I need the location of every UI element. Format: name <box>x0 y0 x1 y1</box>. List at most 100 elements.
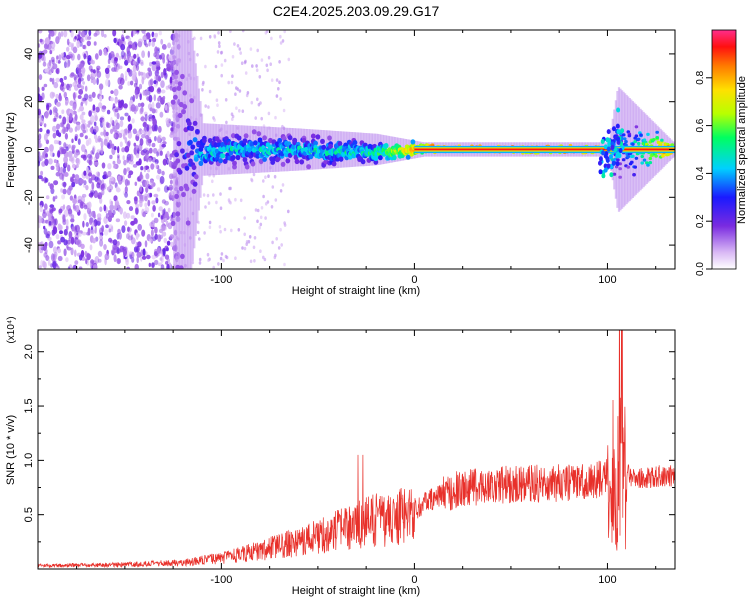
spectrogram-cell <box>84 135 88 140</box>
spectrogram-cell <box>151 63 157 72</box>
spectrogram-cell <box>218 158 224 164</box>
spectrogram-cell <box>52 226 58 235</box>
spectrogram-cell <box>236 44 240 48</box>
spectrogram-cell <box>77 195 83 201</box>
spectrogram-cell <box>192 120 198 126</box>
spectrogram-ytick-label: -20 <box>23 189 35 205</box>
spectrogram-cell <box>149 179 154 186</box>
spectrogram-cell <box>193 156 199 162</box>
spectrogram-cell <box>87 55 92 62</box>
spectrogram-cell <box>229 186 232 191</box>
spectrogram-cell <box>80 123 86 132</box>
spectrogram-cell <box>159 54 162 60</box>
spectrogram-cell <box>287 135 293 141</box>
colorbar-tick-label: 0.6 <box>695 118 706 132</box>
spectrogram-cell <box>75 164 79 169</box>
spectrogram-cell <box>235 154 241 161</box>
spectrogram-cell <box>195 128 200 135</box>
spectrogram-cell <box>212 265 215 269</box>
spectrogram-cell <box>243 246 247 251</box>
spectrogram-cell <box>38 30 43 34</box>
spectrogram-cell <box>148 124 151 130</box>
spectrogram-cell <box>80 243 85 249</box>
spectrogram-cell <box>139 93 142 101</box>
spectrogram-cell <box>220 51 223 55</box>
spectrogram-cell <box>94 256 100 264</box>
spectrogram-cell <box>177 30 180 269</box>
spectrogram-cell <box>642 158 647 162</box>
spectrogram-cell <box>86 74 91 82</box>
spectrogram-cell <box>77 239 82 248</box>
spectrogram-cell <box>137 41 143 48</box>
spectrogram-cell <box>612 126 616 132</box>
spectrogram-cell <box>61 81 65 87</box>
spectrogram-cell <box>142 148 148 153</box>
spectrogram-cell <box>633 140 637 144</box>
spectrogram-cell <box>109 51 115 58</box>
spectrogram-cell <box>238 47 242 51</box>
spectrogram-cell <box>49 204 55 208</box>
spectrogram-cell <box>70 236 75 245</box>
spectrogram-cell <box>239 198 243 203</box>
spectrogram-cell <box>45 195 50 200</box>
spectrogram-cell <box>153 52 157 58</box>
spectrogram-cell <box>81 144 86 153</box>
spectrogram-cell <box>66 187 72 196</box>
spectrogram-cell <box>100 131 104 136</box>
spectrogram-cell <box>81 193 87 198</box>
spectrogram-cell <box>627 134 632 138</box>
spectrogram-cell <box>90 192 94 196</box>
colorbar-ticks: 0.0 0.2 0.4 0.6 0.8 <box>695 70 712 276</box>
spectrogram-cell <box>147 50 150 58</box>
spectrogram-cell <box>89 127 94 133</box>
spectrogram-cell <box>56 166 59 171</box>
spectrogram-cell <box>616 107 621 113</box>
spectrogram-cell <box>180 253 185 259</box>
spectrogram-cell <box>119 120 124 128</box>
spectrogram-cell <box>142 121 147 128</box>
spectrogram-cell <box>216 103 219 107</box>
spectrogram-cell <box>262 179 265 183</box>
spectrogram-cell <box>65 146 69 151</box>
spectrogram-cell <box>43 225 46 230</box>
spectrogram-cell <box>262 255 265 260</box>
spectrogram-cell <box>75 149 80 153</box>
spectrogram-cell <box>259 249 262 253</box>
spectrogram-cell <box>262 156 267 162</box>
spectrogram-cell <box>136 256 139 264</box>
spectrogram-cell <box>652 138 656 142</box>
spectrogram-cell <box>328 143 333 149</box>
spectrogram-cell <box>136 190 140 197</box>
spectrogram-cell <box>621 133 626 137</box>
spectrogram-cell <box>108 237 113 243</box>
spectrogram-cell <box>279 189 283 193</box>
spectrogram-cell <box>123 103 128 109</box>
spectrogram-cell <box>67 164 71 172</box>
spectrogram-cell <box>78 88 84 95</box>
spectrogram-cell <box>141 134 146 139</box>
spectrogram-cell <box>606 129 611 135</box>
spectrogram-cell <box>308 154 314 160</box>
spectrogram-cell <box>310 133 316 139</box>
spectrogram-cell <box>279 227 282 232</box>
spectrogram-cell <box>160 80 165 88</box>
spectrogram-cell <box>113 88 119 97</box>
spectrogram-cell <box>93 210 96 219</box>
spectrogram-cell <box>134 181 138 186</box>
spectrogram-cell <box>52 132 57 139</box>
spectrogram-cell <box>160 215 164 220</box>
spectrogram-cell <box>636 137 641 141</box>
spectrogram-cell <box>132 60 136 65</box>
spectrogram-cell <box>101 179 105 185</box>
spectrogram-cell <box>598 156 603 162</box>
spectrogram-cell <box>88 94 92 99</box>
spectrogram-cell <box>55 162 60 168</box>
colorbar: 0.0 0.2 0.4 0.6 0.8 Normalized spectral ampl… <box>695 29 748 276</box>
spectrogram-cell <box>62 188 67 195</box>
spectrogram-cell <box>159 257 163 261</box>
spectrogram-cell <box>115 218 121 223</box>
spectrogram-cell <box>112 127 117 132</box>
spectrogram-cell <box>48 240 54 249</box>
spectrogram-cell <box>223 58 227 63</box>
spectrogram-cell <box>640 161 644 165</box>
